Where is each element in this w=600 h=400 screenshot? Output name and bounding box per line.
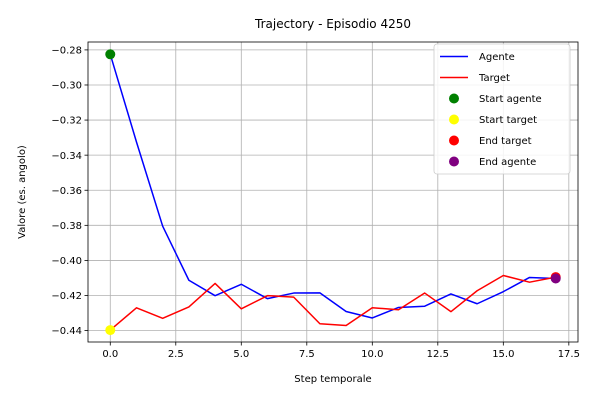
- legend-label-start-agente: Start agente: [479, 94, 542, 105]
- x-tick-label: 0.0: [102, 349, 118, 360]
- legend-label-agente: Agente: [479, 52, 515, 63]
- legend-label-start-target: Start target: [479, 115, 537, 126]
- legend-label-end-agente: End agente: [479, 157, 536, 168]
- point-start-target: [105, 325, 116, 336]
- legend-label-end-target: End target: [479, 136, 532, 147]
- point-start-agente: [105, 49, 116, 60]
- legend-marker-end-agente: [449, 156, 459, 167]
- y-tick-label: −0.34: [51, 151, 82, 162]
- legend-label-target: Target: [478, 73, 510, 84]
- y-tick-label: −0.36: [51, 186, 82, 197]
- legend-box: [433, 43, 571, 175]
- legend: Agente Target Start agente Start target End …: [433, 43, 571, 175]
- y-tick-label: −0.44: [51, 326, 82, 337]
- x-tick-label: 2.5: [168, 349, 184, 360]
- y-tick-label: −0.32: [51, 116, 82, 127]
- series-line-agente: [109, 54, 556, 319]
- x-tick-label: 10.0: [361, 349, 383, 360]
- x-axis-label: Step temporale: [294, 374, 371, 385]
- series-line-target: [109, 274, 556, 331]
- y-tick-label: −0.42: [51, 291, 82, 302]
- x-tick-label: 5.0: [233, 349, 249, 360]
- x-tick-label: 17.5: [558, 349, 580, 360]
- chart-title: Trajectory - Episodio 4250: [254, 17, 411, 31]
- y-tick-label: −0.40: [51, 256, 82, 267]
- y-tick-label: −0.38: [51, 221, 82, 232]
- plot-frame: [87, 41, 579, 343]
- legend-marker-start-agente: [449, 93, 459, 104]
- x-tick-label: 12.5: [427, 349, 449, 360]
- legend-marker-start-target: [449, 114, 459, 125]
- y-axis-label: Valore (es. angolo): [17, 145, 28, 239]
- ticks-layer: 0.0 2.5 5.0 7.5 10.0 12.5 15.0 17.5 −0.28 −0.30 −0…: [51, 45, 580, 360]
- x-tick-label: 15.0: [492, 349, 514, 360]
- legend-marker-end-target: [449, 135, 459, 146]
- x-tick-label: 7.5: [299, 349, 315, 360]
- series-layer: [109, 54, 556, 331]
- y-tick-label: −0.30: [51, 81, 82, 92]
- y-tick-label: −0.28: [51, 45, 82, 56]
- points-layer: [105, 49, 561, 336]
- point-end-agente: [550, 273, 561, 284]
